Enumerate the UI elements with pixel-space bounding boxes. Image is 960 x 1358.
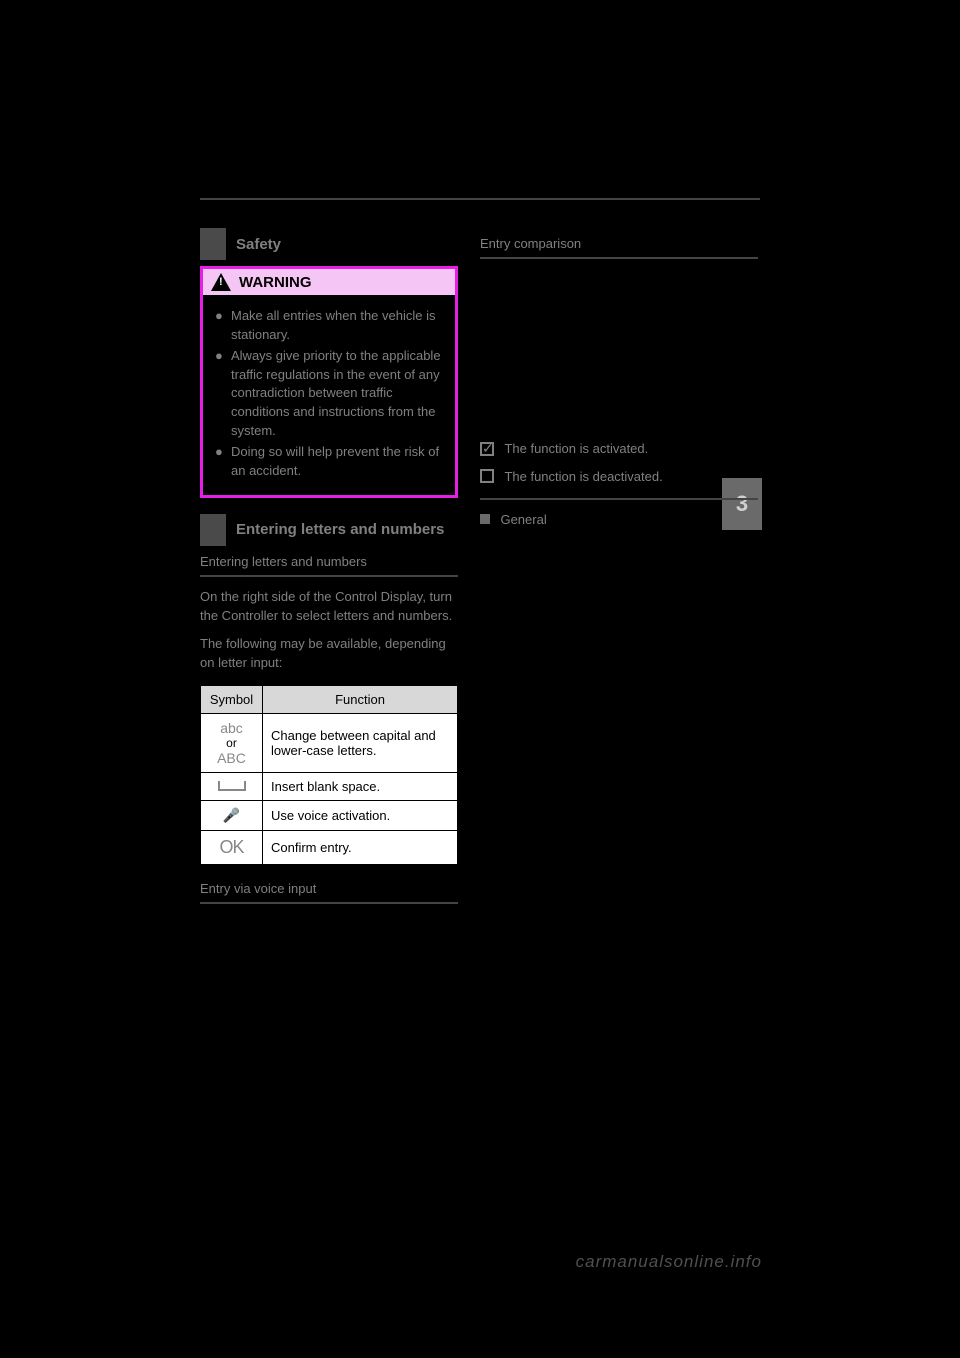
general-row: General [480,510,758,530]
body-text: On the right side of the Control Display… [200,587,458,626]
subsection-divider [200,575,458,577]
function-text: Insert blank space. [263,772,458,800]
warning-bullet: ●Always give priority to the applicable … [215,347,443,441]
manual-page: 3 Safety WARNING ●Make all entries when … [0,0,960,1358]
table-row: Insert blank space. [201,772,458,800]
general-label: General [500,512,546,527]
table-header-row: Symbol Function [201,685,458,713]
warning-body: ●Make all entries when the vehicle is st… [203,295,455,495]
header-divider [200,198,760,200]
table-col-symbol: Symbol [201,685,263,713]
section-header-entering: Entering letters and numbers [200,514,458,546]
table-row: abc or ABC Change between capital and lo… [201,713,458,772]
warning-bullet: ●Make all entries when the vehicle is st… [215,307,443,345]
section-title: Safety [236,236,281,253]
warning-box: WARNING ●Make all entries when the vehic… [200,266,458,498]
checkbox-unchecked-icon [480,469,494,483]
body-text: The following may be available, dependin… [200,634,458,673]
symbol-space-icon [201,772,263,800]
section-header-safety: Safety [200,228,458,260]
subsection-title: Entry comparison [480,236,758,251]
subsection-divider [480,498,758,500]
function-text: Change between capital and lower-case le… [263,713,458,772]
warning-triangle-icon [211,273,231,291]
warning-label: WARNING [239,274,312,291]
checkbox-checked-icon [480,442,494,456]
right-column: Entry comparison The function is activat… [480,228,758,530]
symbol-abc-toggle-icon: abc or ABC [201,713,263,772]
subsection-divider [200,902,458,904]
function-text: Confirm entry. [263,830,458,864]
option-deactivated-text: The function is deactivated. [504,469,662,484]
warning-bullet: ●Doing so will help prevent the risk of … [215,443,443,481]
section-title: Entering letters and numbers [236,521,444,538]
function-text: Use voice activation. [263,800,458,830]
subsection-title: Entry via voice input [200,881,458,896]
left-column: Safety WARNING ●Make all entries when th… [200,228,458,914]
warning-header: WARNING [203,269,455,295]
footer-watermark: carmanualsonline.info [576,1252,762,1272]
subsection-title: Entering letters and numbers [200,554,458,569]
table-row: 🎤 Use voice activation. [201,800,458,830]
table-row: OK Confirm entry. [201,830,458,864]
option-activated-text: The function is activated. [504,441,648,456]
symbol-function-table: Symbol Function abc or ABC Change betwee… [200,685,458,865]
subsection-divider [480,257,758,259]
table-col-function: Function [263,685,458,713]
square-bullet-icon [480,514,490,524]
checkbox-row: The function is deactivated. [480,467,758,487]
symbol-ok-icon: OK [201,830,263,864]
checkbox-row: The function is activated. [480,439,758,459]
symbol-mic-icon: 🎤 [201,800,263,830]
